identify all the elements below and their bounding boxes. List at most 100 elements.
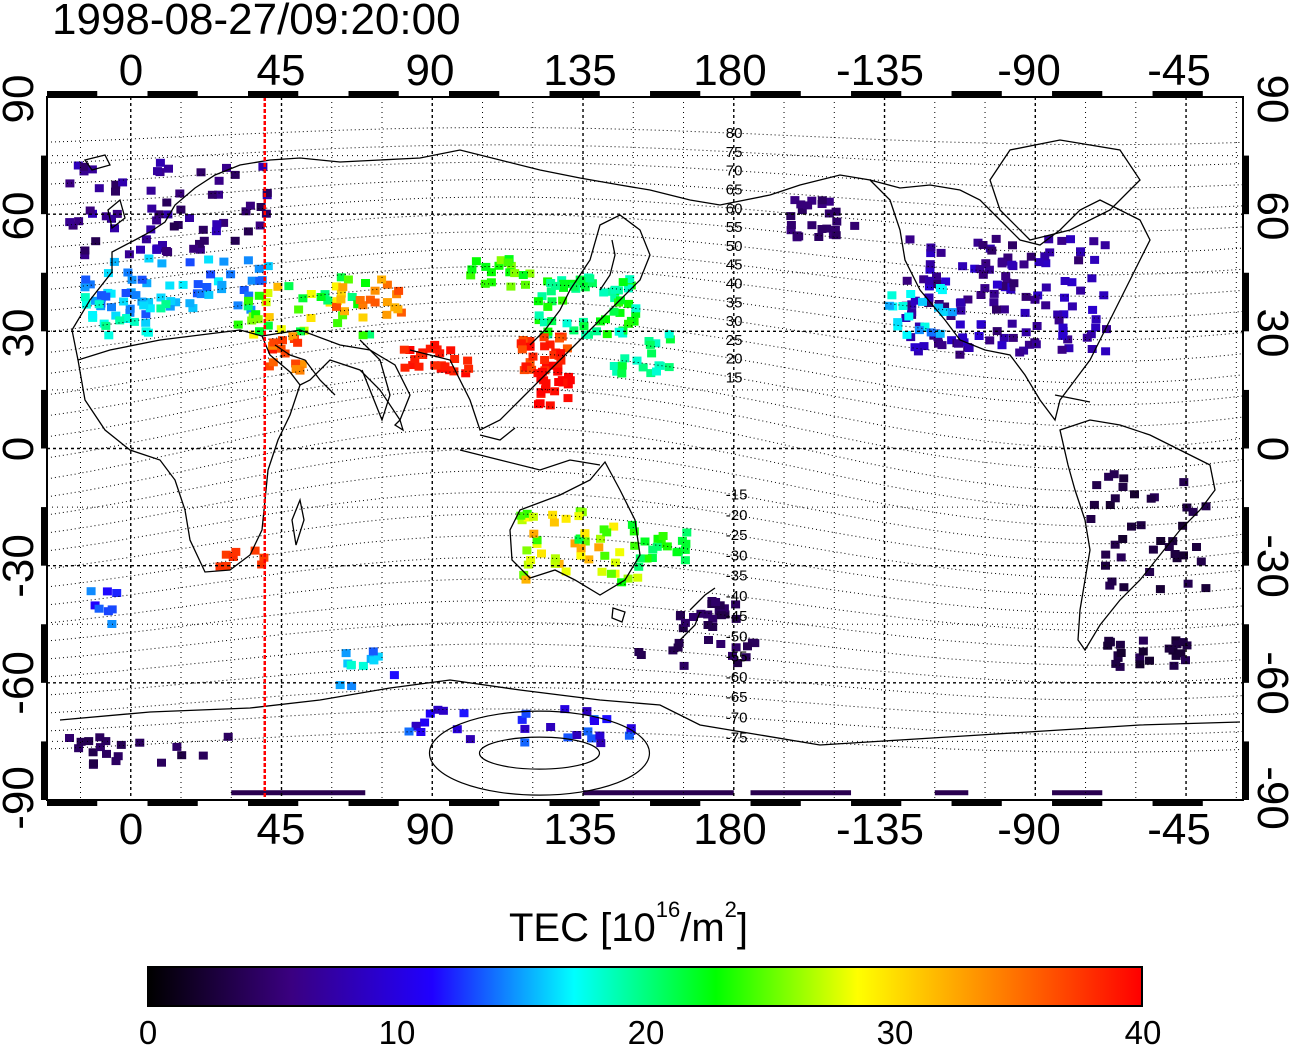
tec-cell bbox=[617, 361, 627, 370]
tec-cell bbox=[269, 338, 279, 347]
tec-cell bbox=[1101, 550, 1111, 559]
timestamp-title: 1998-08-27/09:20:00 bbox=[52, 0, 461, 44]
tec-cell bbox=[665, 335, 675, 344]
border-bar bbox=[1152, 91, 1203, 97]
tec-cell bbox=[1116, 649, 1126, 657]
tec-cell bbox=[365, 330, 375, 339]
tec-cell bbox=[510, 269, 520, 278]
tec-cell bbox=[400, 363, 410, 372]
tec-cell bbox=[941, 277, 951, 286]
tec-cell bbox=[716, 611, 726, 620]
tec-cell bbox=[580, 537, 590, 546]
tec-cell bbox=[585, 274, 595, 283]
tec-cell bbox=[338, 311, 348, 320]
tec-cell bbox=[294, 305, 304, 314]
tec-cell bbox=[124, 250, 134, 259]
tec-cell bbox=[156, 293, 166, 302]
tec-cell bbox=[250, 546, 260, 555]
tec-cell bbox=[634, 648, 644, 656]
tec-cell bbox=[936, 248, 946, 257]
magnetic-latitude-label: -15 bbox=[726, 487, 748, 504]
tec-band bbox=[231, 790, 366, 796]
tec-cell bbox=[516, 339, 526, 348]
tec-cell bbox=[263, 321, 273, 330]
border-bar bbox=[41, 389, 47, 449]
contour-line bbox=[47, 470, 1243, 545]
tec-cell bbox=[964, 344, 974, 352]
tec-cell bbox=[358, 331, 368, 340]
tec-cell bbox=[546, 723, 556, 731]
magnetic-latitude-label: 20 bbox=[726, 351, 743, 368]
tec-cell bbox=[733, 659, 743, 668]
colorbar-tick: 0 bbox=[138, 1014, 158, 1051]
tec-cell bbox=[341, 649, 351, 658]
tec-cell bbox=[355, 296, 365, 304]
tec-cell bbox=[249, 330, 259, 339]
contour-line bbox=[47, 448, 1243, 527]
tec-cell bbox=[708, 614, 718, 623]
tec-cell bbox=[414, 362, 424, 371]
tec-cell bbox=[411, 721, 421, 730]
tec-cell bbox=[786, 212, 796, 221]
tec-cell bbox=[261, 298, 271, 307]
tec-cell bbox=[164, 164, 173, 173]
tec-cell bbox=[459, 709, 469, 718]
border-bar bbox=[1052, 91, 1103, 97]
tec-cell bbox=[81, 275, 91, 284]
tec-cell bbox=[1172, 554, 1182, 563]
tec-cell bbox=[924, 299, 934, 307]
tec-cell bbox=[284, 282, 294, 291]
tec-cell bbox=[658, 532, 668, 540]
tec-cell bbox=[925, 265, 935, 274]
tec-band bbox=[750, 790, 852, 796]
tec-cell bbox=[926, 249, 936, 258]
lon-tick-bottom: 45 bbox=[257, 805, 306, 854]
tec-cell bbox=[505, 268, 515, 277]
lat-tick-right: 90 bbox=[1248, 75, 1292, 124]
tec-cell bbox=[382, 298, 392, 307]
tec-cell bbox=[550, 387, 560, 396]
colorbar bbox=[147, 966, 1143, 1007]
tec-cell bbox=[803, 201, 813, 210]
tec-cell bbox=[147, 204, 157, 213]
tec-cell bbox=[1015, 348, 1025, 357]
tec-cell bbox=[521, 709, 531, 718]
tec-cell bbox=[323, 296, 333, 305]
tec-cell bbox=[525, 337, 535, 345]
tec-cell bbox=[1041, 301, 1051, 310]
tec-cell bbox=[1102, 325, 1111, 334]
border-bar bbox=[650, 800, 701, 806]
tec-cell bbox=[1111, 659, 1121, 668]
magnetic-latitude-label: 50 bbox=[726, 238, 743, 255]
border-bar bbox=[1243, 155, 1249, 215]
tec-cell bbox=[431, 361, 441, 370]
tec-cell bbox=[563, 380, 573, 389]
tec-cell bbox=[126, 288, 136, 297]
tec-cell bbox=[817, 225, 827, 233]
tec-cell bbox=[1105, 501, 1115, 509]
tec-cell bbox=[247, 276, 257, 285]
tec-cell bbox=[548, 510, 558, 519]
tec-cell bbox=[715, 601, 725, 610]
tec-cell bbox=[582, 707, 592, 716]
tec-cell bbox=[291, 359, 301, 368]
tec-cell bbox=[976, 320, 986, 329]
tec-cell bbox=[817, 196, 827, 205]
tec-cell bbox=[106, 289, 116, 298]
tec-cell bbox=[653, 534, 663, 543]
lat-tick-left: -90 bbox=[0, 766, 43, 830]
tec-cell bbox=[887, 291, 897, 300]
tec-cell bbox=[1181, 656, 1190, 665]
tec-cell bbox=[525, 269, 535, 278]
tec-cell bbox=[471, 257, 481, 266]
tec-cell bbox=[635, 554, 645, 563]
tec-cell bbox=[1088, 305, 1098, 314]
tec-cell bbox=[219, 257, 229, 266]
tec-cell bbox=[682, 528, 692, 537]
tec-cell bbox=[647, 554, 657, 562]
tec-cell bbox=[516, 511, 526, 520]
tec-cell bbox=[1107, 577, 1117, 586]
lon-tick-bottom: -135 bbox=[836, 805, 924, 854]
lat-tick-left: -30 bbox=[0, 534, 43, 598]
